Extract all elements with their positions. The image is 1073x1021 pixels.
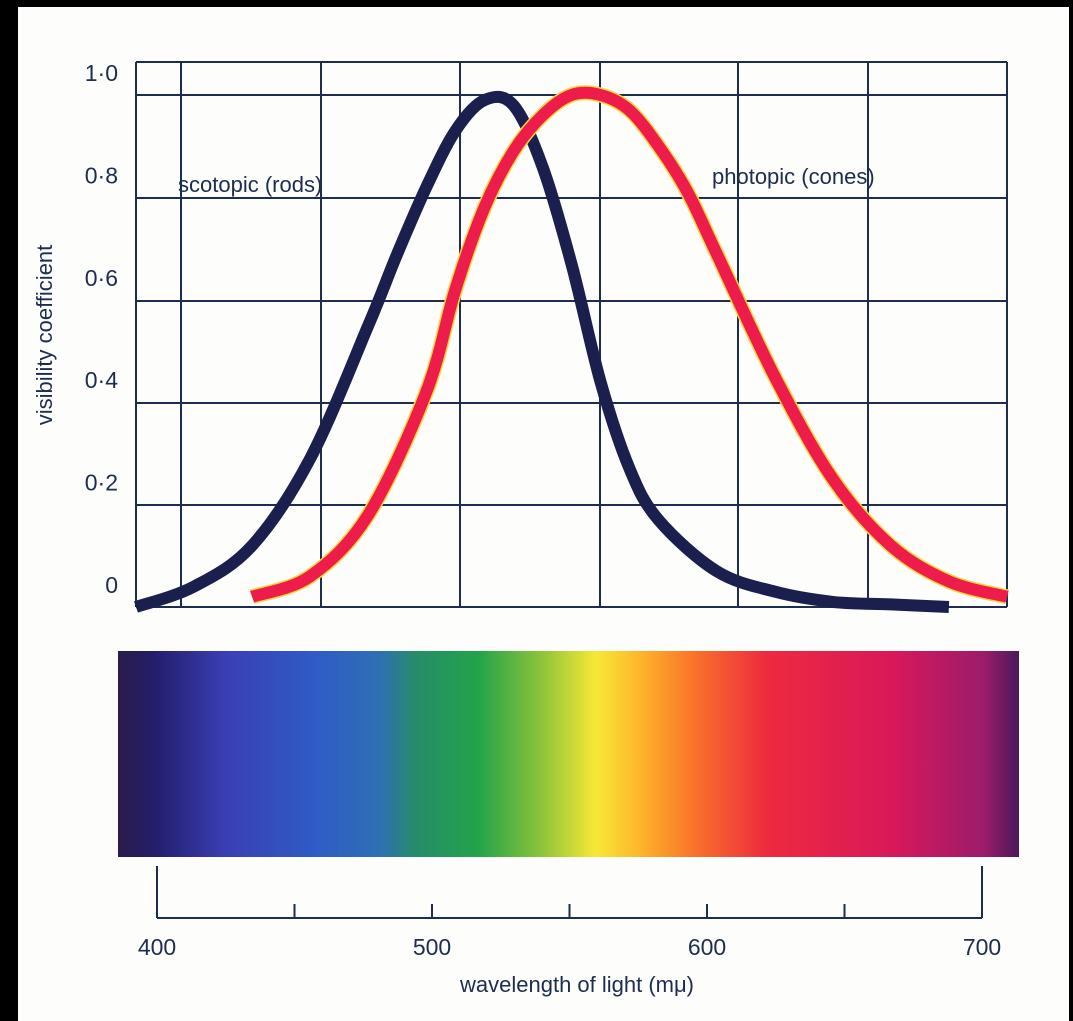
photopic-label: photopic (cones) bbox=[712, 164, 875, 189]
y-tick-label: 0·4 bbox=[85, 367, 118, 393]
chart-curves bbox=[134, 85, 1009, 613]
y-tick-label: 0·2 bbox=[85, 470, 118, 496]
x-axis-title: wavelength of light (mμ) bbox=[459, 972, 694, 997]
y-tick-label: 0 bbox=[105, 572, 118, 598]
y-tick-label: 0·8 bbox=[85, 162, 118, 188]
spectrum-axis: 400 500 600 700 bbox=[138, 866, 1001, 960]
y-tick-label: 0·6 bbox=[85, 265, 118, 291]
color-spectrum-band bbox=[118, 651, 1019, 857]
photopic-curve bbox=[250, 86, 1009, 603]
x-tick-label: 700 bbox=[963, 934, 1001, 960]
scotopic-label: scotopic (rods) bbox=[178, 172, 322, 197]
y-tick-labels: 0 0·2 0·4 0·6 0·8 1·0 bbox=[85, 60, 118, 598]
y-tick-label: 1·0 bbox=[85, 60, 118, 86]
x-tick-label: 500 bbox=[413, 934, 451, 960]
x-tick-label: 600 bbox=[688, 934, 726, 960]
y-axis-title: visibility coefficient bbox=[32, 245, 57, 426]
x-tick-label: 400 bbox=[138, 934, 176, 960]
